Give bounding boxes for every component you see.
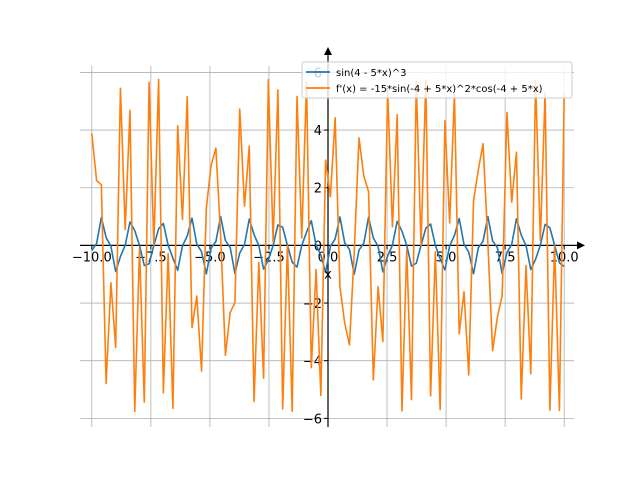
- y-tick-label: −2: [303, 297, 322, 312]
- y-tick-label: 0: [314, 239, 322, 254]
- x-axis-label: x: [324, 267, 332, 282]
- legend-box: [301, 61, 573, 99]
- series-line-1: [91, 215, 565, 275]
- y-axis-arrow: [324, 47, 332, 55]
- x-axis-arrow: [577, 241, 585, 250]
- legend-label-series-1: sin(4 - 5*x)^3: [336, 68, 406, 79]
- y-tick-label: −6: [303, 412, 322, 427]
- y-tick-label: 2: [314, 182, 322, 197]
- legend: sin(4 - 5*x)^3 f'(x) = -15*sin(-4 + 5*x)…: [301, 61, 573, 99]
- series: [91, 78, 565, 413]
- series-line-2: [91, 78, 565, 413]
- x-tick-label: −10.0: [72, 250, 112, 265]
- y-tick-label: 4: [314, 124, 322, 139]
- legend-label-series-2: f'(x) = -15*sin(-4 + 5*x)^2*cos(-4 + 5*x…: [336, 84, 543, 95]
- y-tick-label: −4: [303, 355, 322, 370]
